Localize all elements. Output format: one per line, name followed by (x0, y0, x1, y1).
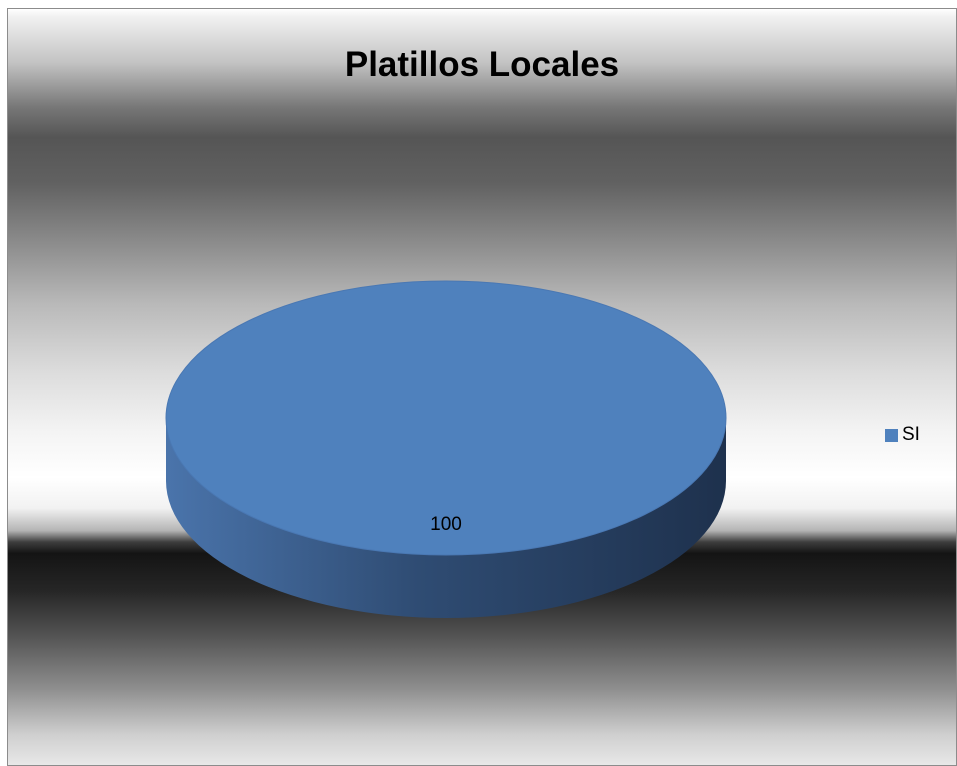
pie-slice-side (166, 418, 726, 618)
legend-label-si: SI (902, 424, 920, 445)
data-label-si: 100 (430, 514, 462, 535)
legend: SI (885, 424, 920, 446)
pie-slice-si (165, 280, 727, 556)
chart-title: Platillos Locales (344, 45, 620, 84)
legend-swatch-si (885, 428, 898, 442)
